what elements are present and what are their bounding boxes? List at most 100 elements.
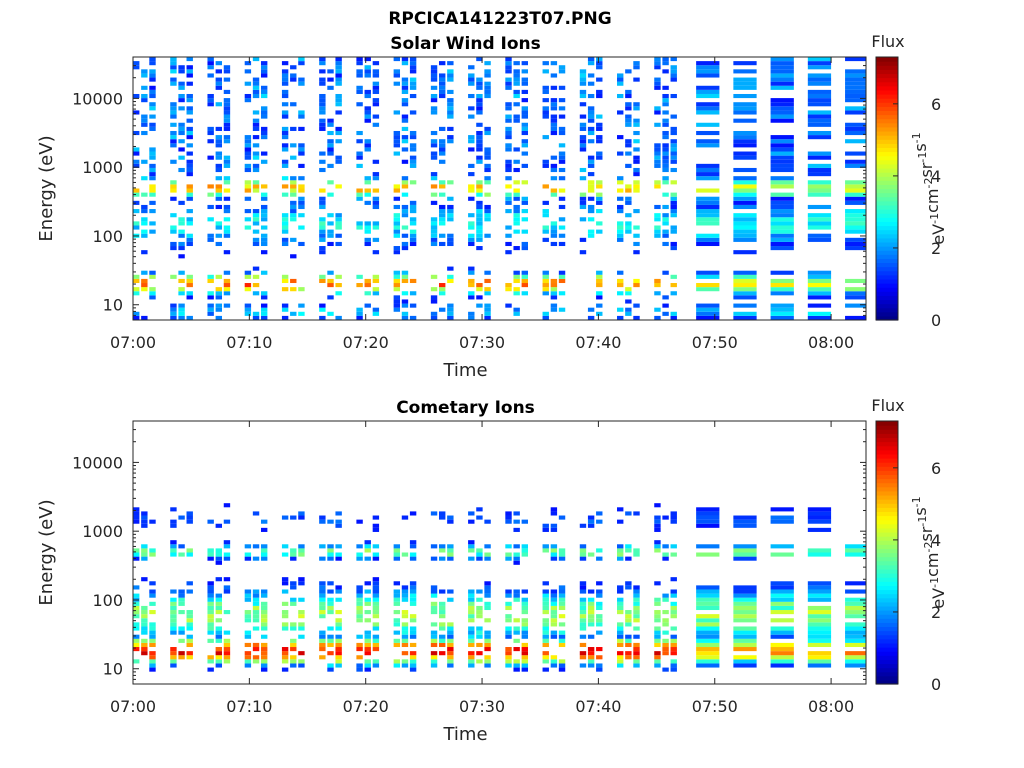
heatmap-cell bbox=[393, 544, 401, 549]
heatmap-cell bbox=[281, 315, 289, 320]
heatmap-cell bbox=[468, 556, 475, 561]
heatmap-cell bbox=[617, 601, 624, 606]
heatmap-cell bbox=[670, 315, 677, 320]
heatmap-cell bbox=[587, 93, 595, 99]
heatmap-cell bbox=[845, 180, 866, 185]
heatmap-cell bbox=[733, 176, 757, 181]
heatmap-cell bbox=[770, 102, 794, 107]
heatmap-cell bbox=[733, 102, 757, 107]
heatmap-cell bbox=[364, 647, 371, 652]
heatmap-cell bbox=[807, 110, 832, 115]
heatmap-cell bbox=[223, 655, 231, 660]
heatmap-cell bbox=[447, 597, 454, 602]
heatmap-cell bbox=[319, 647, 326, 652]
heatmap-cell bbox=[260, 270, 268, 275]
heatmap-cell bbox=[696, 69, 720, 74]
heatmap-cell bbox=[770, 663, 794, 668]
heatmap-cell bbox=[696, 511, 720, 516]
heatmap-cell bbox=[807, 585, 832, 590]
heatmap-cell bbox=[733, 647, 757, 652]
heatmap-cell bbox=[468, 638, 475, 643]
x-tick-label: 07:10 bbox=[226, 697, 272, 716]
heatmap-cell bbox=[505, 552, 512, 557]
heatmap-cell bbox=[186, 163, 193, 168]
heatmap-cell bbox=[409, 655, 417, 660]
heatmap-cell bbox=[335, 651, 342, 656]
heatmap-cell bbox=[696, 655, 720, 660]
heatmap-cell bbox=[807, 77, 832, 82]
heatmap-cell bbox=[356, 519, 363, 524]
heatmap-cell bbox=[215, 85, 223, 90]
heatmap-cell bbox=[447, 110, 454, 115]
heatmap-cell bbox=[558, 515, 566, 520]
heatmap-cell bbox=[596, 303, 603, 308]
heatmap-cell bbox=[335, 634, 342, 639]
heatmap-cell bbox=[596, 77, 603, 82]
heatmap-cell bbox=[215, 167, 223, 173]
heatmap-cell bbox=[733, 295, 757, 300]
heatmap-cell bbox=[290, 556, 297, 561]
heatmap-cell bbox=[298, 200, 305, 205]
heatmap-cell bbox=[696, 221, 720, 226]
heatmap-cell bbox=[364, 73, 371, 78]
heatmap-cell bbox=[807, 597, 832, 602]
heatmap-cell bbox=[215, 560, 223, 565]
heatmap-cell bbox=[372, 172, 380, 177]
heatmap-cell bbox=[662, 622, 669, 627]
heatmap-cell bbox=[252, 655, 260, 660]
heatmap-cell bbox=[141, 204, 148, 210]
heatmap-cell bbox=[281, 130, 289, 136]
heatmap-cell bbox=[178, 233, 185, 238]
heatmap-cell bbox=[587, 217, 595, 222]
heatmap-cell bbox=[364, 221, 371, 226]
heatmap-cell bbox=[476, 81, 483, 86]
heatmap-cell bbox=[617, 225, 624, 230]
heatmap-cell bbox=[625, 291, 632, 296]
heatmap-cell bbox=[587, 523, 595, 528]
heatmap-cell bbox=[542, 638, 549, 643]
heatmap-cell bbox=[260, 667, 268, 672]
heatmap-cell bbox=[207, 610, 214, 615]
heatmap-cell bbox=[141, 85, 148, 90]
heatmap-cell bbox=[393, 151, 401, 156]
heatmap-cell bbox=[845, 610, 866, 615]
heatmap-cell bbox=[558, 556, 566, 561]
heatmap-cell bbox=[364, 630, 371, 635]
heatmap-cell bbox=[335, 159, 342, 164]
heatmap-cell bbox=[596, 291, 603, 296]
heatmap-cell bbox=[409, 85, 417, 90]
heatmap-cell bbox=[476, 229, 483, 234]
heatmap-cell bbox=[393, 589, 401, 594]
heatmap-cell bbox=[215, 655, 223, 660]
heatmap-cell bbox=[223, 659, 231, 664]
heatmap-cell bbox=[468, 283, 475, 288]
heatmap-cell bbox=[356, 585, 363, 590]
heatmap-cell bbox=[617, 663, 624, 668]
heatmap-cell bbox=[625, 229, 632, 234]
heatmap-cell bbox=[356, 283, 363, 288]
heatmap-cell bbox=[393, 556, 401, 561]
heatmap-cell bbox=[393, 217, 401, 222]
heatmap-cell bbox=[364, 291, 371, 296]
heatmap-cell bbox=[550, 291, 558, 296]
heatmap-cell bbox=[170, 589, 177, 594]
heatmap-cell bbox=[521, 106, 529, 111]
heatmap-cell bbox=[356, 315, 363, 320]
heatmap-cell bbox=[401, 638, 409, 643]
heatmap-cell bbox=[141, 544, 148, 549]
heatmap-cell bbox=[281, 610, 289, 615]
heatmap-cell bbox=[670, 647, 677, 652]
heatmap-cell bbox=[447, 663, 454, 668]
heatmap-cell bbox=[513, 188, 520, 193]
heatmap-cell bbox=[579, 77, 587, 82]
heatmap-cell bbox=[133, 614, 140, 619]
heatmap-cell bbox=[149, 73, 156, 78]
heatmap-cell bbox=[186, 295, 193, 300]
heatmap-cell bbox=[807, 89, 832, 94]
heatmap-cell bbox=[298, 114, 305, 119]
heatmap-cell bbox=[550, 548, 558, 553]
heatmap-cell bbox=[550, 597, 558, 602]
heatmap-cell bbox=[770, 155, 794, 160]
heatmap-cell bbox=[178, 221, 185, 226]
heatmap-cell bbox=[215, 295, 223, 300]
